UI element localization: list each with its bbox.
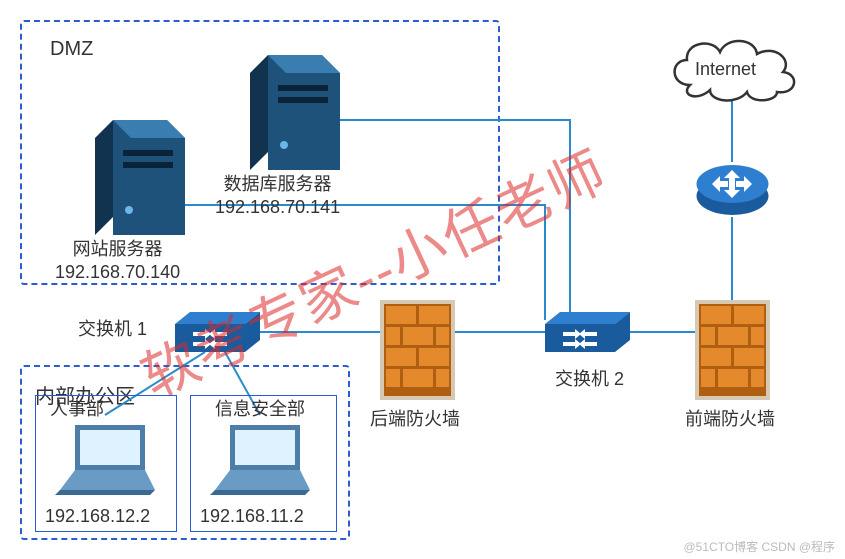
db-server-label: 数据库服务器 192.168.70.141 xyxy=(215,173,340,220)
internet-label: Internet xyxy=(695,58,756,81)
switch2-icon xyxy=(545,312,630,352)
back-firewall-icon xyxy=(380,300,455,400)
switch2-label: 交换机 2 xyxy=(555,368,624,391)
hr-laptop-icon xyxy=(50,420,155,495)
sec-label-bottom: 192.168.11.2 xyxy=(200,505,304,528)
switch1-icon xyxy=(175,312,260,352)
back-firewall-label: 后端防火墙 xyxy=(370,408,460,431)
router-icon xyxy=(695,162,770,217)
hr-label-top: 人事部 xyxy=(50,398,104,421)
front-firewall-label: 前端防火墙 xyxy=(685,408,775,431)
hr-label-bottom: 192.168.12.2 xyxy=(45,505,150,528)
web-server-label: 网站服务器 192.168.70.140 xyxy=(55,238,180,285)
corner-watermark: @51CTO博客 CSDN @程序 xyxy=(684,538,836,555)
front-firewall-icon xyxy=(695,300,770,400)
db-server-icon xyxy=(250,55,340,170)
switch1-label: 交换机 1 xyxy=(78,318,147,341)
web-server-icon xyxy=(95,120,185,235)
sec-laptop-icon xyxy=(205,420,310,495)
sec-label-top: 信息安全部 xyxy=(215,398,305,421)
